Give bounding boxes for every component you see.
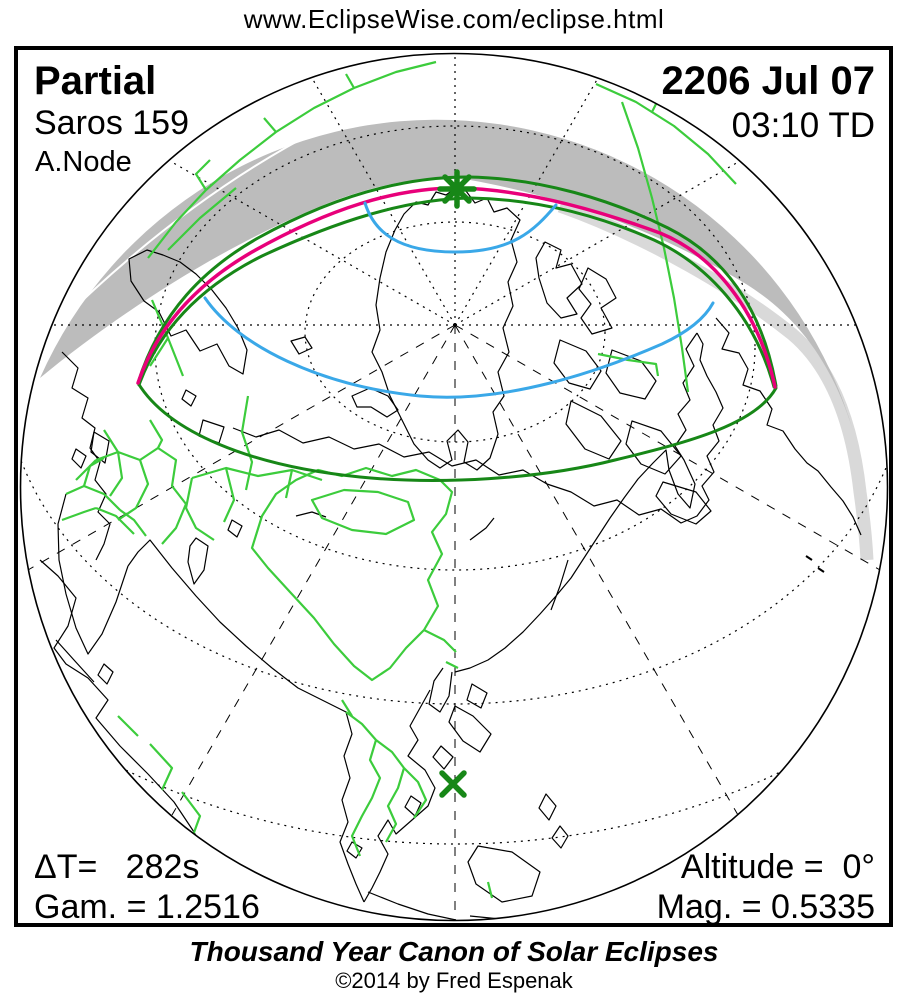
coast-philippines (538, 793, 569, 849)
contact-curve-upper (363, 201, 558, 254)
border-korea (423, 629, 459, 669)
coast-scandinavia (128, 249, 248, 375)
border-se-asia (341, 699, 428, 857)
islands-hawaii (805, 555, 825, 573)
terminator-line-left (63, 129, 319, 319)
saros-label: Saros 159 (34, 104, 189, 142)
coast-japan (432, 683, 492, 770)
border-central-asia (184, 466, 323, 541)
country-borders (61, 60, 737, 899)
coast-europe-mainland (61, 351, 111, 561)
border-mongolia (310, 488, 416, 536)
penumbral-limit-south (136, 381, 778, 482)
coast-indochina-west (127, 539, 365, 903)
coast-borneo (467, 845, 541, 903)
eclipse-date-label: 2206 Jul 07 (661, 59, 876, 103)
border-china (250, 466, 454, 682)
border-europe (61, 419, 188, 545)
eclipse-time-label: 03:10 TD (731, 106, 875, 145)
border-limb-left (147, 60, 437, 259)
gamma-label: Gam. = 1.2516 (34, 888, 260, 926)
meridians-dotted (53, 54, 857, 326)
coast-greenland (371, 186, 521, 471)
eclipse-type-label: Partial (34, 59, 157, 103)
night-region (40, 119, 854, 435)
coast-north-america (715, 317, 862, 536)
altitude-label: Altitude = 0° (680, 848, 875, 886)
border-africa (117, 715, 202, 839)
coastlines (39, 186, 862, 920)
border-india (65, 457, 147, 537)
border-us-canada (597, 352, 660, 377)
page-url-text: www.EclipseWise.com/eclipse.html (243, 4, 665, 34)
eclipse-globe-map (19, 52, 889, 922)
border-scandinavia (149, 299, 185, 377)
coast-china-sea (363, 689, 436, 903)
coast-russia-pacific (454, 332, 698, 673)
globe-outline (19, 52, 889, 922)
coast-arctic-canada (535, 241, 712, 525)
contact-curves (203, 201, 715, 399)
border-ural (240, 395, 254, 491)
coast-africa-mideast (39, 559, 207, 857)
delta-t-label: ΔT= 282s (34, 848, 200, 886)
subsolar-point-marker (439, 770, 467, 798)
canon-title: Thousand Year Canon of Solar Eclipses (189, 936, 719, 967)
coast-india (57, 493, 129, 685)
copyright-notice: ©2014 by Fred Espenak (335, 968, 573, 993)
terminator-line-right (605, 135, 823, 307)
penumbral-limit-inner (137, 196, 776, 389)
graticule (21, 54, 887, 920)
parallels-dotted (21, 54, 887, 920)
magnitude-label: Mag. = 0.5335 (656, 888, 875, 926)
coast-russia-arctic (232, 332, 724, 524)
contact-curve-lower (203, 296, 715, 399)
coast-indonesia (367, 873, 697, 920)
node-label: A.Node (35, 146, 132, 178)
meridians-dashed (27, 324, 881, 920)
lakes-central-asia (181, 389, 495, 585)
border-alaska-yukon (620, 101, 690, 393)
coast-korea (428, 667, 453, 713)
eclipse-map-frame: Partial Saros 159 A.Node 2206 Jul 07 03:… (14, 46, 893, 927)
greatest-eclipse-marker (437, 169, 477, 209)
border-bottom-small (486, 881, 494, 899)
